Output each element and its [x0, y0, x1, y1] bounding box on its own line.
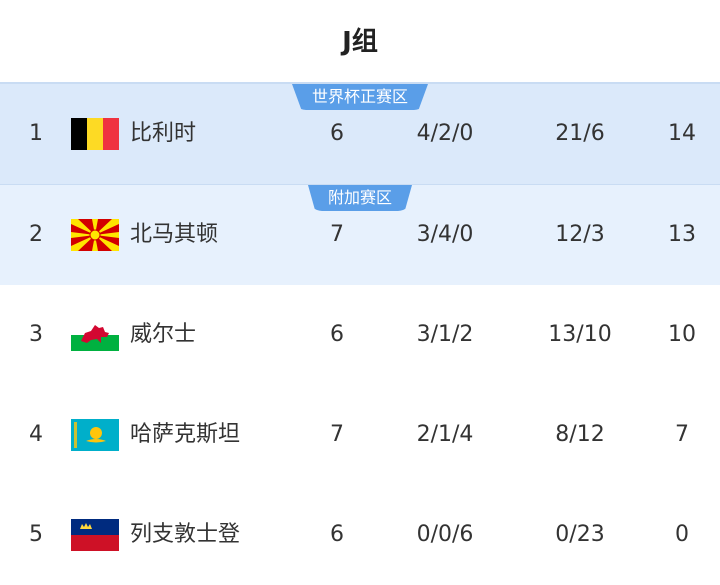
table-row[interactable]: 5 列支敦士登 6 0/0/6 0/23 0 — [0, 485, 720, 585]
group-title: J组 — [342, 27, 378, 57]
standings-table: 世界杯正赛区 1 比利时 6 4/2/0 21/6 14 附加赛区 2 北马其顿… — [0, 82, 720, 585]
played: 7 — [330, 222, 344, 247]
goals: 8/12 — [555, 422, 605, 447]
played: 6 — [330, 121, 344, 146]
rank: 3 — [29, 322, 43, 347]
played: 6 — [330, 322, 344, 347]
qualify-zone-badge: 世界杯正赛区 — [291, 84, 429, 110]
win-draw-loss: 3/1/2 — [416, 322, 474, 347]
rank: 5 — [29, 522, 43, 547]
team-name: 北马其顿 — [130, 222, 219, 247]
goals: 0/23 — [555, 522, 605, 547]
kazakhstan-flag-icon — [71, 419, 119, 451]
liechtenstein-flag-icon — [71, 519, 119, 551]
table-row[interactable]: 4 哈萨克斯坦 7 2/1/4 8/12 7 — [0, 385, 720, 485]
played: 7 — [330, 422, 344, 447]
table-row[interactable]: 3 威尔士 6 3/1/2 13/10 10 — [0, 285, 720, 385]
belgium-flag-icon — [71, 118, 119, 150]
table-row[interactable]: 附加赛区 2 北马其顿 7 3/4/0 12/3 13 — [0, 185, 720, 285]
win-draw-loss: 0/0/6 — [416, 522, 474, 547]
goals: 21/6 — [555, 121, 605, 146]
north-macedonia-flag-icon — [71, 219, 119, 251]
wales-flag-icon — [71, 319, 119, 351]
points: 0 — [675, 522, 689, 547]
win-draw-loss: 4/2/0 — [416, 121, 474, 146]
played: 6 — [330, 522, 344, 547]
win-draw-loss: 3/4/0 — [416, 222, 474, 247]
rank: 2 — [29, 222, 43, 247]
team-name: 威尔士 — [130, 322, 197, 347]
goals: 13/10 — [548, 322, 612, 347]
team-name: 哈萨克斯坦 — [130, 422, 241, 447]
goals: 12/3 — [555, 222, 605, 247]
win-draw-loss: 2/1/4 — [416, 422, 474, 447]
points: 14 — [668, 121, 696, 146]
points: 10 — [668, 322, 696, 347]
team-name: 列支敦士登 — [130, 522, 241, 547]
points: 7 — [675, 422, 689, 447]
points: 13 — [668, 222, 696, 247]
table-row[interactable]: 世界杯正赛区 1 比利时 6 4/2/0 21/6 14 — [0, 84, 720, 185]
rank: 1 — [29, 121, 43, 146]
team-name: 比利时 — [130, 121, 197, 146]
playoff-zone-badge: 附加赛区 — [307, 185, 413, 211]
rank: 4 — [29, 422, 43, 447]
